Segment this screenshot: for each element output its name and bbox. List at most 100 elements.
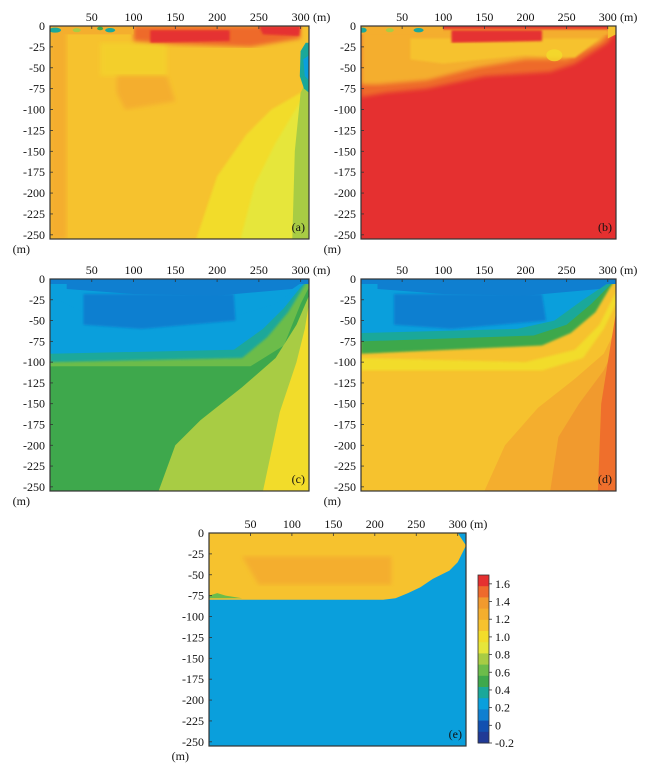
region	[413, 27, 424, 33]
x-tick-label: 100	[434, 10, 452, 24]
y-tick-label: -175	[23, 165, 45, 179]
x-unit-label: (m)	[313, 263, 330, 277]
y-tick-label: -50	[340, 314, 356, 328]
region	[361, 27, 367, 33]
colorbar-tick-label: 0.2	[495, 701, 510, 715]
colorbar-tick-label: 0.4	[495, 683, 510, 697]
y-tick-label: -250	[334, 480, 356, 494]
colorbar-band	[478, 720, 489, 733]
region	[240, 97, 309, 239]
colorbar-frame	[477, 574, 490, 744]
y-tick-label: 0	[198, 526, 204, 540]
x-tick-label: 50	[396, 263, 408, 277]
x-tick-label: 150	[475, 263, 493, 277]
colorbar-band	[478, 575, 489, 587]
x-tick-label: 200	[517, 263, 535, 277]
y-tick-label: -250	[334, 228, 356, 242]
y-tick-label: -50	[29, 314, 45, 328]
region	[150, 30, 230, 43]
y-tick-label: -200	[23, 438, 45, 452]
colorbar-band	[478, 675, 489, 688]
x-tick-label: 300	[449, 517, 467, 531]
field-2	[50, 279, 309, 491]
y-unit-label: (m)	[172, 749, 189, 763]
region	[50, 30, 67, 239]
panel-label: (a)	[292, 220, 305, 234]
region	[451, 30, 542, 43]
colorbar-tick-label: 1.0	[495, 630, 510, 644]
x-tick-label: 100	[125, 263, 143, 277]
field-0	[50, 26, 309, 239]
panel-label: (b)	[598, 220, 612, 234]
x-tick-label: 300	[599, 263, 617, 277]
x-tick-label: 200	[208, 10, 226, 24]
y-tick-label: -75	[340, 334, 356, 348]
region	[97, 26, 104, 31]
x-tick-label: 100	[125, 10, 143, 24]
x-tick-label: 150	[475, 10, 493, 24]
y-tick-label: -25	[29, 293, 45, 307]
x-tick-label: 300	[292, 10, 310, 24]
x-unit-label: (m)	[620, 10, 637, 24]
panel-label: (d)	[598, 472, 612, 486]
x-tick-label: 250	[407, 517, 425, 531]
y-tick-label: -125	[23, 376, 45, 390]
y-tick-label: -25	[188, 547, 204, 561]
y-tick-label: -200	[23, 186, 45, 200]
x-tick-label: 200	[517, 10, 535, 24]
x-tick-label: 50	[86, 263, 98, 277]
y-tick-label: -125	[182, 630, 204, 644]
region	[263, 303, 309, 491]
region	[50, 279, 309, 284]
y-unit-label: (m)	[324, 242, 341, 256]
y-tick-label: -200	[182, 693, 204, 707]
colorbar-band	[478, 631, 489, 643]
colorbar-tick-label: 0.8	[495, 648, 510, 662]
y-tick-label: -25	[29, 40, 45, 54]
colorbar-band	[478, 731, 489, 744]
x-unit-label: (m)	[313, 10, 330, 24]
panel-e: 50 100 150 200 250 300 (m)0-25-50-75-100-125-1…	[172, 517, 514, 763]
colorbar-band	[478, 586, 489, 598]
panel-label: (e)	[449, 727, 462, 741]
y-tick-label: -100	[182, 610, 204, 624]
x-tick-label: 100	[434, 263, 452, 277]
region	[393, 294, 547, 329]
colorbar-band	[478, 642, 489, 654]
panel-b: 50 100 150 200 250 300 (m)0-25-50-75-100-125-1…	[324, 10, 638, 256]
x-tick-label: 250	[558, 263, 576, 277]
plot-frame	[208, 532, 467, 747]
colorbar-band	[478, 709, 489, 722]
y-tick-label: -125	[23, 123, 45, 137]
plot-frame	[360, 278, 617, 492]
region	[361, 291, 616, 371]
y-tick-label: -50	[29, 61, 45, 75]
y-tick-label: -225	[23, 207, 45, 221]
region	[292, 76, 309, 239]
region	[303, 55, 309, 81]
colorbar-band	[478, 597, 489, 610]
field-3	[361, 279, 616, 491]
y-tick-label: -225	[182, 714, 204, 728]
region	[258, 26, 301, 36]
x-tick-label: 100	[283, 517, 301, 531]
panel-a: 50 100 150 200 250 300 (m)0-25-50-75-100-125-1…	[13, 10, 331, 256]
colorbar-tick-label: 0	[495, 718, 501, 732]
plot-frame	[360, 25, 617, 240]
x-tick-label: 200	[208, 263, 226, 277]
y-tick-label: -100	[334, 103, 356, 117]
y-tick-label: -75	[340, 82, 356, 96]
x-tick-label: 50	[86, 10, 98, 24]
y-tick-label: -125	[334, 123, 356, 137]
region	[597, 312, 616, 491]
y-tick-label: 0	[350, 272, 356, 286]
y-tick-label: -75	[29, 82, 45, 96]
y-tick-label: -50	[340, 61, 356, 75]
x-tick-label: 150	[166, 10, 184, 24]
panel-label: (c)	[292, 472, 305, 486]
x-tick-label: 250	[250, 10, 268, 24]
region	[83, 294, 236, 329]
y-tick-label: -200	[334, 438, 356, 452]
plot-frame	[49, 278, 310, 492]
y-tick-label: -175	[334, 165, 356, 179]
